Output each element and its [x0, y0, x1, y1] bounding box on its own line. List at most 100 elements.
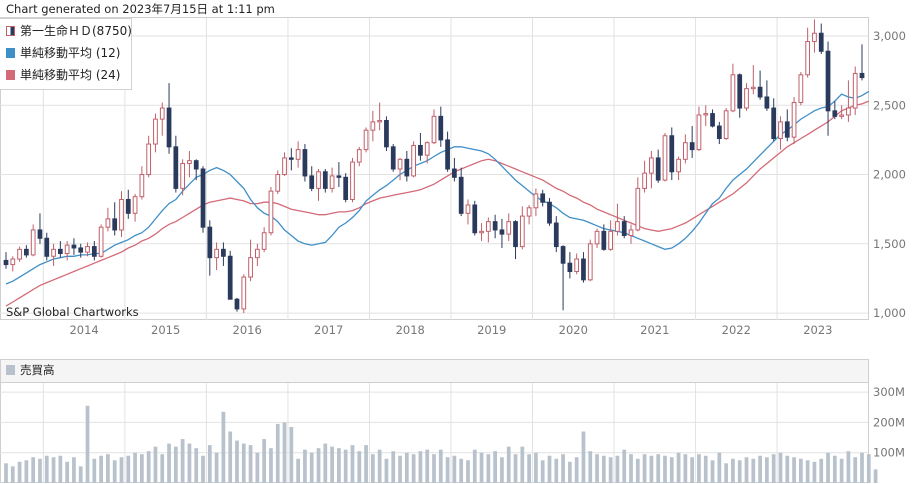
volume-bar [85, 405, 90, 483]
candle-body [37, 229, 43, 239]
volume-y-tick-label: 200M [873, 415, 905, 429]
volume-bar [676, 452, 681, 483]
candle [254, 243, 260, 266]
volume-bar [513, 454, 518, 483]
volume-bar [350, 445, 355, 483]
y-tick-label: 3,000 [873, 29, 906, 43]
volume-bar [778, 452, 783, 483]
candle-body [479, 230, 484, 234]
x-tick-label: 2015 [151, 323, 180, 337]
candle [445, 131, 450, 172]
volume-bar [866, 454, 871, 483]
volume-bar [832, 455, 837, 483]
candle-body [764, 96, 770, 109]
candle-body [193, 160, 199, 170]
legend-label-price: 第一生命ＨＤ(8750) [20, 24, 132, 38]
candle [71, 238, 77, 255]
candle [628, 224, 634, 244]
candle-body [187, 160, 192, 164]
candle [384, 116, 389, 151]
volume-header-bar [0, 359, 869, 383]
volume-bar [758, 455, 762, 483]
volume-bar [717, 452, 722, 483]
candle [757, 70, 763, 100]
candle [363, 127, 369, 153]
candle-body [139, 174, 145, 198]
candle-body [227, 255, 233, 300]
volume-bar [622, 449, 627, 483]
chart-legend: 第一生命ＨＤ(8750) 単純移動平均 (12) 単純移動平均 (24) [0, 18, 132, 90]
candle-body [119, 198, 124, 231]
candle [458, 167, 464, 217]
candle-body [669, 135, 675, 173]
volume-bar [38, 458, 42, 483]
volume-bar [737, 460, 742, 483]
volume-bar [581, 431, 586, 483]
candle [485, 217, 491, 243]
candle [621, 216, 627, 239]
candle-body [404, 158, 410, 177]
volume-bar [221, 411, 226, 483]
candle-body [302, 149, 308, 177]
volume-bar [160, 454, 165, 483]
volume-bar [180, 439, 185, 483]
candle [193, 159, 199, 181]
candle-body [662, 135, 668, 181]
candle [723, 108, 729, 140]
candle-body [608, 230, 614, 250]
volume-bar [418, 451, 423, 483]
volume-bar [72, 457, 76, 483]
candle [832, 101, 838, 120]
candle [424, 141, 430, 164]
candle-body [261, 232, 267, 250]
volume-bar [860, 452, 864, 483]
volume-bar [112, 460, 117, 483]
candle-body [180, 162, 186, 189]
candle [689, 126, 695, 158]
candle [282, 152, 287, 176]
x-tick-label: 2021 [640, 323, 669, 337]
candle [329, 167, 335, 193]
volume-bar [119, 457, 124, 483]
candle [302, 144, 308, 182]
volume-bar [663, 455, 667, 483]
candle [418, 132, 423, 161]
candle [295, 141, 301, 168]
candle-body [3, 259, 9, 266]
volume-bar [126, 455, 131, 483]
legend-item-ma24: 単純移動平均 (24) [6, 65, 120, 85]
candlestick-series [3, 19, 865, 314]
volume-bar [574, 457, 579, 483]
volume-bar [561, 454, 565, 483]
candle [322, 169, 328, 193]
candle-body [214, 248, 219, 259]
volume-bar [92, 458, 97, 483]
candle-body [397, 158, 403, 170]
volume-bar [235, 440, 239, 483]
volume-bar [44, 455, 49, 483]
volume-bar [364, 445, 368, 483]
legend-label-ma12: 単純移動平均 (12) [20, 46, 121, 60]
candle [248, 239, 253, 282]
volume-bar [65, 461, 70, 483]
candle [472, 200, 478, 236]
volume-bar [540, 460, 545, 483]
candle [526, 205, 532, 225]
candle [241, 274, 247, 314]
volume-bar [255, 452, 260, 483]
candle [159, 102, 165, 136]
candle [519, 206, 525, 250]
candle [492, 214, 498, 239]
candle-body [282, 157, 287, 176]
volume-bar [153, 446, 158, 483]
candle [553, 216, 559, 253]
source-credit: S&P Global Chartworks [6, 305, 139, 319]
candle-body [852, 72, 858, 109]
x-tick-label: 2020 [559, 323, 588, 337]
candle-body [635, 187, 641, 231]
volume-bar [289, 426, 294, 483]
candle [465, 199, 471, 225]
volume-gridlines [0, 383, 868, 483]
volume-bar [751, 458, 756, 483]
